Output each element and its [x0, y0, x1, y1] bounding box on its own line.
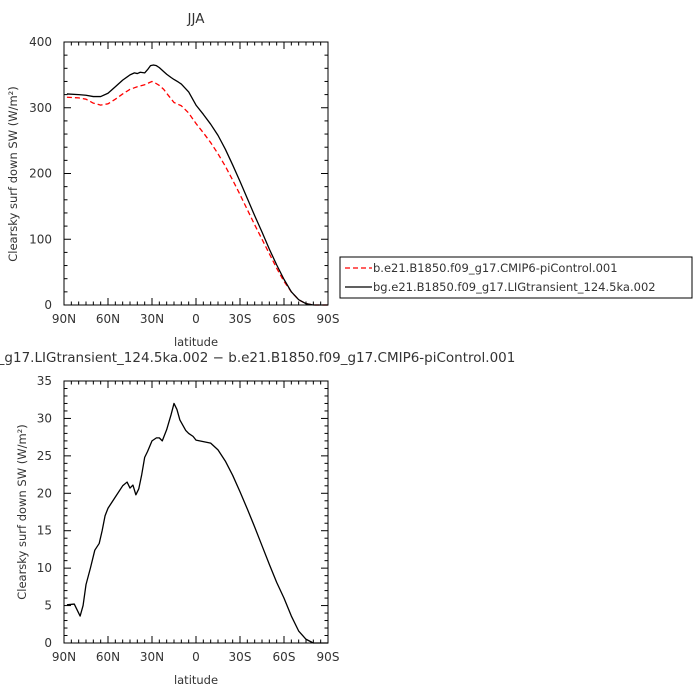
y-tick-label: 10 — [37, 561, 52, 575]
y-tick-label: 25 — [37, 449, 52, 463]
y-tick-label: 100 — [29, 232, 52, 246]
plot-frame-top — [63, 41, 329, 306]
y-tick-label: 400 — [29, 35, 52, 49]
chart-panel-bottom: bg.e21.B1850.f09_g17.LIGtransient_124.5k… — [0, 350, 515, 687]
legend: b.e21.B1850.f09_g17.CMIP6-piControl.001 … — [339, 256, 693, 299]
y-tick-label: 5 — [44, 599, 52, 613]
y-tick-label: 0 — [44, 636, 52, 650]
y-axis-label-top: Clearsky surf down SW (W/m²) — [6, 86, 20, 262]
chart-panel-top: JJA 90N 60N 30N 0 30S 60S 90S 0 100 200 300 400 lat… — [6, 11, 693, 349]
legend-box — [339, 256, 693, 299]
y-tick-label: 20 — [37, 486, 52, 500]
x-tick-label: 30N — [140, 312, 164, 326]
x-axis-label-bottom: latitude — [174, 673, 218, 687]
y-tick-label: 0 — [44, 298, 52, 312]
chart-title-bottom: bg.e21.B1850.f09_g17.LIGtransient_124.5k… — [0, 350, 515, 366]
x-axis-label-top: latitude — [174, 335, 218, 349]
y-tick-label: 35 — [37, 374, 52, 388]
x-tick-label: 60N — [96, 650, 120, 664]
legend-label-control: b.e21.B1850.f09_g17.CMIP6-piControl.001 — [373, 261, 618, 275]
x-tick-label: 30S — [229, 650, 252, 664]
x-tick-label: 90S — [317, 312, 340, 326]
x-tick-label: 60N — [96, 312, 120, 326]
y-tick-label: 200 — [29, 167, 52, 181]
plot-frame-bottom — [63, 380, 329, 644]
plot-area-bottom: 90N 60N 30N 0 30S 60S 90S 0 5 10 15 20 25 30 35 — [37, 374, 340, 664]
x-tick-label: 60S — [273, 650, 296, 664]
x-tick-label: 90N — [52, 312, 76, 326]
y-axis-label-bottom: Clearsky surf down SW (W/m²) — [15, 424, 29, 600]
x-tick-label: 30S — [229, 312, 252, 326]
chart-title-top: JJA — [187, 11, 206, 27]
x-tick-label: 30N — [140, 650, 164, 664]
series-line-bottom-0 — [66, 402, 328, 644]
y-tick-label: 300 — [29, 101, 52, 115]
plot-area-top: 90N 60N 30N 0 30S 60S 90S 0 100 200 300 400 — [29, 35, 339, 326]
series-line-top-0 — [66, 80, 328, 306]
x-tick-label: 90N — [52, 650, 76, 664]
x-tick-label: 60S — [273, 312, 296, 326]
x-tick-label: 90S — [317, 650, 340, 664]
series-line-top-1 — [66, 64, 328, 306]
x-tick-label: 0 — [192, 312, 200, 326]
y-tick-label: 15 — [37, 524, 52, 538]
legend-label-lig: bg.e21.B1850.f09_g17.LIGtransient_124.5k… — [373, 280, 656, 294]
x-tick-label: 0 — [192, 650, 200, 664]
y-tick-label: 30 — [37, 411, 52, 425]
